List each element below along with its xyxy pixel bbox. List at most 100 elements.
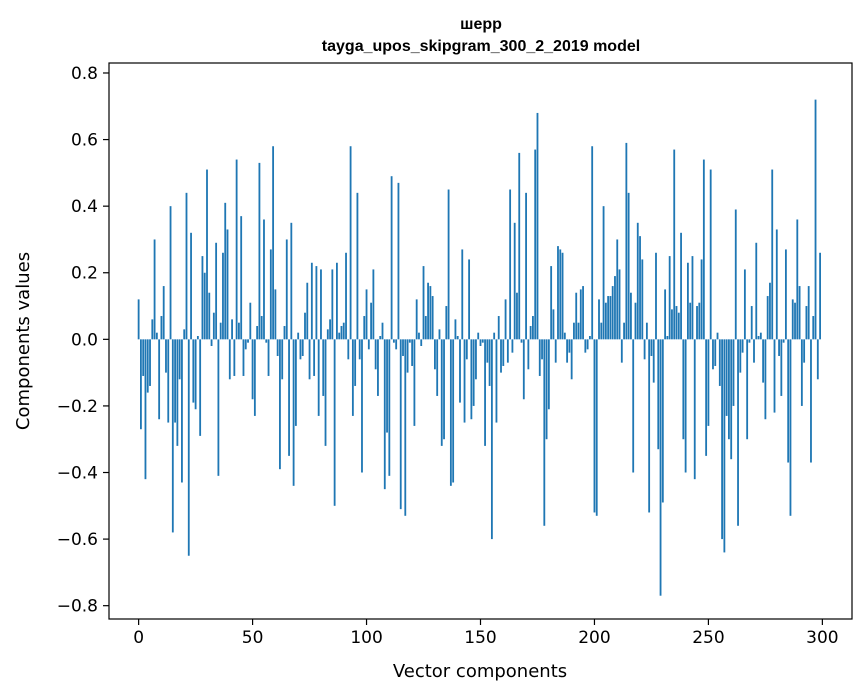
bar [199,339,202,436]
bar [682,339,685,440]
bar [288,339,290,456]
bar [217,339,220,476]
bar [167,339,170,423]
bar [440,339,443,446]
bar [516,292,518,340]
bar [390,176,393,340]
bar [320,269,322,340]
bar [805,306,808,340]
bar [244,339,247,350]
bar [563,332,566,340]
bar [251,339,254,400]
bar [313,339,316,376]
bar [609,296,612,340]
bar [673,149,676,340]
bar [238,322,240,340]
bar [616,239,619,340]
bar [657,339,660,450]
bar [219,322,222,340]
bar [347,339,350,360]
bar [438,329,441,340]
bar [541,339,543,360]
bar [310,262,313,340]
bar [470,339,473,420]
bar [331,269,334,340]
y-tick-label: 0.8 [71,64,98,84]
bar [397,182,400,340]
y-tick-label: −0.8 [57,597,98,617]
bar [185,192,188,340]
bar [160,316,163,340]
bar [586,339,589,350]
bar [431,296,434,340]
bar [538,339,541,376]
bar [625,142,628,340]
bar [379,336,382,340]
bar [620,339,623,363]
bar [408,339,411,343]
bar [304,312,306,340]
bar [265,339,268,343]
bar [317,339,320,416]
bar [267,339,270,376]
bar [689,302,692,340]
bar [684,339,687,473]
bar [463,339,466,423]
bar [420,339,423,346]
bar [504,299,507,340]
bar [693,339,696,480]
bar [190,232,192,340]
bar [475,339,477,380]
bar [249,302,252,340]
bar [495,339,498,423]
bar [543,339,546,526]
x-tick-label: 250 [692,628,724,648]
y-tick-label: −0.4 [57,464,98,484]
x-tick-label: 50 [242,628,264,648]
bar [242,339,245,376]
y-tick-label: −0.6 [57,530,98,550]
bar [579,289,582,340]
bar [607,296,610,340]
bar [413,339,416,426]
bar [443,339,445,440]
bar [588,336,591,340]
bar [203,272,206,340]
bar [404,339,407,516]
bar [392,339,395,343]
bar [794,302,796,340]
bar [290,222,293,340]
bar [696,306,698,340]
bar [753,339,755,363]
bar [183,329,186,340]
bar [281,339,284,380]
bar [723,339,726,553]
bar [490,339,493,540]
bar [372,269,375,340]
bar [664,289,667,340]
bar [215,242,218,340]
bar [686,262,689,340]
bar [165,339,167,373]
y-tick-label: 0.2 [71,264,98,284]
y-tick-label: −0.2 [57,397,98,417]
bar [764,339,767,420]
bar [354,339,357,386]
bar [798,286,801,340]
bar [263,219,265,340]
bar [477,332,480,340]
bar [333,339,336,506]
bar [789,339,792,516]
bar [481,339,484,343]
bar [618,269,621,340]
bar [680,232,682,340]
bar [247,339,249,343]
bar [611,286,614,340]
bar [602,206,605,340]
bar [762,339,765,383]
bar [497,316,500,340]
bar [367,339,370,350]
bar [240,216,243,340]
bar [349,146,352,340]
bar [529,326,532,340]
